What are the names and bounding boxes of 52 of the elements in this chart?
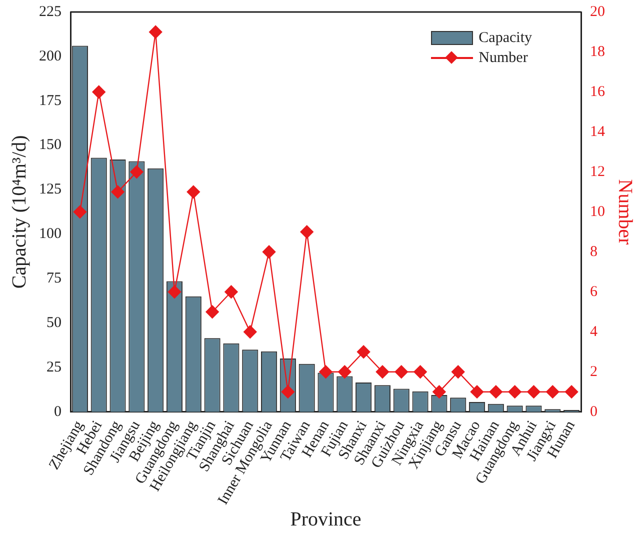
point	[470, 385, 484, 398]
y-tick-label: 150	[39, 137, 62, 154]
point	[168, 285, 182, 298]
point	[546, 385, 560, 398]
point	[356, 345, 370, 358]
point	[300, 225, 314, 239]
y2-tick-label: 16	[590, 84, 606, 100]
legend-label: Capacity	[478, 30, 532, 46]
point	[73, 205, 87, 219]
point	[414, 365, 427, 378]
y2-tick-label: 20	[590, 4, 605, 20]
point	[262, 245, 276, 258]
y2-tick-label: 10	[590, 204, 605, 220]
y-tick-label: 50	[46, 314, 62, 331]
point	[376, 365, 390, 378]
y-tick-label: 25	[46, 359, 62, 376]
point	[527, 385, 540, 398]
point	[92, 85, 106, 99]
y-tick-label: 200	[39, 48, 62, 64]
point	[432, 385, 446, 398]
y-tick-label: 100	[39, 226, 62, 242]
y2-tick-label: 8	[590, 244, 598, 260]
y2-tick-label: 14	[590, 124, 606, 140]
y-tick-label: 125	[39, 182, 62, 198]
y2-tick-label: 18	[590, 44, 605, 60]
y2-tick-label: 4	[590, 324, 598, 340]
point	[224, 285, 238, 298]
point	[206, 305, 219, 318]
point	[186, 185, 200, 199]
x-axis-title: Province	[290, 508, 362, 530]
point	[489, 385, 503, 398]
point	[394, 365, 408, 378]
y2-tick-label: 2	[590, 364, 598, 380]
y2-tick-label: 12	[590, 164, 605, 180]
y-axis-title: Capacity (10⁴m³/d)	[8, 135, 30, 289]
y2-tick-label: 6	[590, 284, 598, 300]
y2-axis-title: Number	[614, 179, 636, 246]
y-tick-label: 0	[54, 404, 62, 420]
point	[130, 165, 144, 179]
y-tick-label: 175	[39, 92, 62, 109]
point	[564, 385, 578, 398]
y2-tick-label: 0	[590, 404, 598, 420]
point	[148, 25, 162, 39]
point	[508, 385, 522, 398]
point	[452, 365, 465, 378]
point	[111, 185, 124, 199]
y-tick-label: 225	[39, 4, 62, 20]
point	[319, 365, 332, 378]
legend-label: Number	[478, 50, 528, 66]
y-tick-label: 75	[46, 270, 62, 286]
point	[338, 365, 352, 378]
point	[244, 325, 257, 338]
